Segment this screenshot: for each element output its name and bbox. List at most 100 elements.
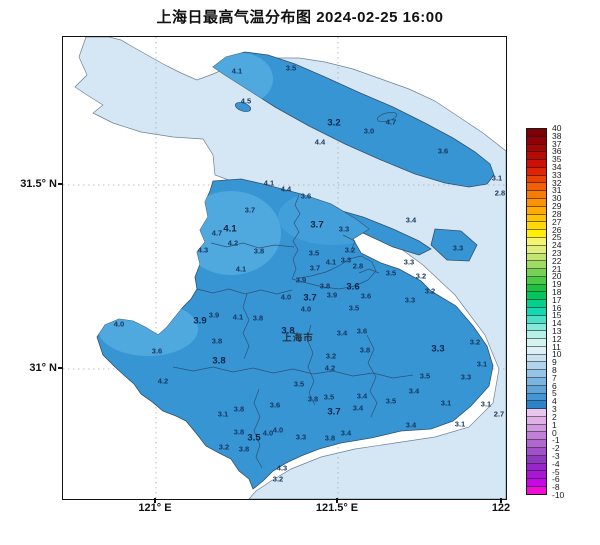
colorbar-segment (527, 144, 546, 153)
temp-value-label: 3.5 (323, 392, 335, 402)
stations-layer: 4.1 3.5 4.5 3.2 3.0 4.7 4.4 3.6 3.1 2.8 3.4 3.3 4.1 4… (63, 37, 506, 499)
temp-value-label: 3.4 (405, 420, 417, 430)
temp-value-label: 3.5 (308, 248, 320, 258)
colorbar-tick-label: 33 (552, 169, 562, 180)
x-axis-tick-label: 121.5° E (315, 502, 359, 514)
colorbar-segment (527, 331, 546, 340)
temp-value-label: 3.4 (405, 215, 417, 225)
temp-value-label: 3.3 (404, 295, 416, 305)
colorbar-segment (527, 230, 546, 238)
temp-value-label: 4.1 (223, 223, 237, 235)
colorbar-segment (527, 284, 546, 293)
temp-value-label: 3.2 (415, 271, 427, 281)
temp-value-label: 4.1 (263, 178, 275, 188)
colorbar-segment (527, 245, 546, 254)
y-axis-tick-mark (58, 367, 63, 369)
page-title: 上海日最高气温分布图 2024-02-25 16:00 (156, 9, 444, 26)
temp-value-label: 3.8 (233, 404, 245, 414)
temp-value-label: 3.6 (360, 291, 372, 301)
colorbar-segment (527, 160, 546, 168)
x-axis-tick-label: 122 (491, 502, 511, 514)
temp-value-label: 3.2 (327, 117, 341, 129)
colorbar-tick-label: 34 (552, 161, 562, 172)
city-name-label: 上海市 (282, 333, 314, 344)
temp-value-label: 3.3 (295, 432, 307, 442)
temp-value-label: 3.6 (437, 146, 449, 156)
colorbar-tick-label: 26 (552, 224, 562, 235)
temp-value-label: 3.9 (208, 310, 220, 320)
temp-value-label: 4.3 (276, 463, 288, 473)
temp-value-label: 2.7 (493, 409, 505, 419)
temp-value-label: 4.0 (300, 304, 312, 314)
district-boundaries (172, 194, 414, 469)
temp-value-label: 3.6 (151, 346, 163, 356)
colorbar-segment (527, 486, 546, 494)
temp-value-label: 3.5 (348, 303, 360, 313)
temp-value-label: 3.4 (356, 391, 368, 401)
temp-value-label: 4.1 (325, 257, 337, 267)
temp-value-label: 2.8 (352, 261, 364, 271)
hengsha-island (430, 228, 478, 262)
colorbar-tick-label: 31 (552, 185, 562, 196)
temp-value-label: 3.3 (338, 224, 350, 234)
temp-value-label: 3.1 (440, 398, 452, 408)
temp-value-label: 3.4 (408, 386, 420, 396)
colorbar-tick-label: 36 (552, 146, 562, 157)
temp-value-label: 4.2 (157, 376, 169, 386)
islet-east (376, 111, 398, 123)
colorbar-tick-label: 9 (552, 357, 557, 367)
temp-value-label: 4.0 (262, 428, 274, 438)
colorbar-tick-label: 20 (552, 271, 562, 282)
temp-value-label: 3.1 (476, 359, 488, 369)
temp-value-label: 4.1 (232, 312, 244, 322)
temp-value-label: 4.3 (197, 245, 209, 255)
colorbar-tick-label: 13 (552, 325, 562, 336)
colorbar-segment (527, 152, 546, 161)
temp-value-label: 4.1 (235, 264, 247, 274)
colorbar-tick-label: 21 (552, 263, 562, 274)
colorbar-segment (527, 292, 546, 301)
temp-value-label: 3.2 (272, 474, 284, 484)
temp-value-label: 3.1 (454, 419, 466, 429)
temp-value-label: 3.8 (307, 394, 319, 404)
temp-value-label: 3.8 (281, 325, 295, 337)
colorbar-segment (527, 300, 546, 308)
colorbar-tick-label: 24 (552, 239, 562, 250)
colorbar-tick-label: -8 (552, 481, 560, 492)
temp-value-label: 3.3 (431, 343, 445, 355)
colorbar-tick-label: 14 (552, 317, 562, 328)
temp-value-label: 3.3 (403, 257, 415, 267)
temp-value-label: 3.4 (336, 328, 348, 338)
temp-value-label: 3.8 (252, 313, 264, 323)
temp-value-label: 4.1 (231, 66, 243, 76)
colorbar-tick-label: 5 (552, 388, 557, 399)
colorbar-tick-label: 17 (552, 294, 562, 305)
temp-value-label: 3.9 (295, 275, 307, 285)
temp-value-label: 3.3 (452, 243, 464, 253)
colorbar-tick-label: 25 (552, 232, 562, 243)
colorbar-tick-label: 7 (552, 372, 557, 383)
temp-value-label: 3.7 (244, 205, 256, 215)
colorbar-tick-label: 35 (552, 153, 562, 164)
colorbar-segment (527, 370, 546, 378)
colorbar-segment (527, 362, 546, 371)
temp-value-label: 3.7 (310, 219, 324, 231)
colorbar-tick-label: -2 (552, 442, 560, 453)
temp-value-label: 4.7 (211, 228, 223, 238)
colorbar-segment (527, 463, 546, 472)
colorbar-segment (527, 339, 546, 347)
temp-value-label: 4.2 (324, 363, 336, 373)
temp-value-label: 4.5 (240, 96, 252, 106)
colorbar-segment (527, 323, 546, 332)
colorbar-segment (527, 136, 546, 145)
colorbar-tick-label: 11 (552, 341, 561, 352)
x-axis-tick-mark (500, 498, 502, 503)
temp-value-label: 3.8 (359, 345, 371, 355)
temp-value-label: 3.2 (344, 245, 356, 255)
x-axis-tick-mark (336, 498, 338, 503)
temp-value-label: 4.0 (280, 292, 292, 302)
colorbar-tick-label: -10 (552, 489, 565, 500)
colorbar-tick-label: 22 (552, 255, 562, 266)
temp-value-label: 3.9 (193, 315, 207, 327)
colorbar-segment (527, 253, 546, 262)
